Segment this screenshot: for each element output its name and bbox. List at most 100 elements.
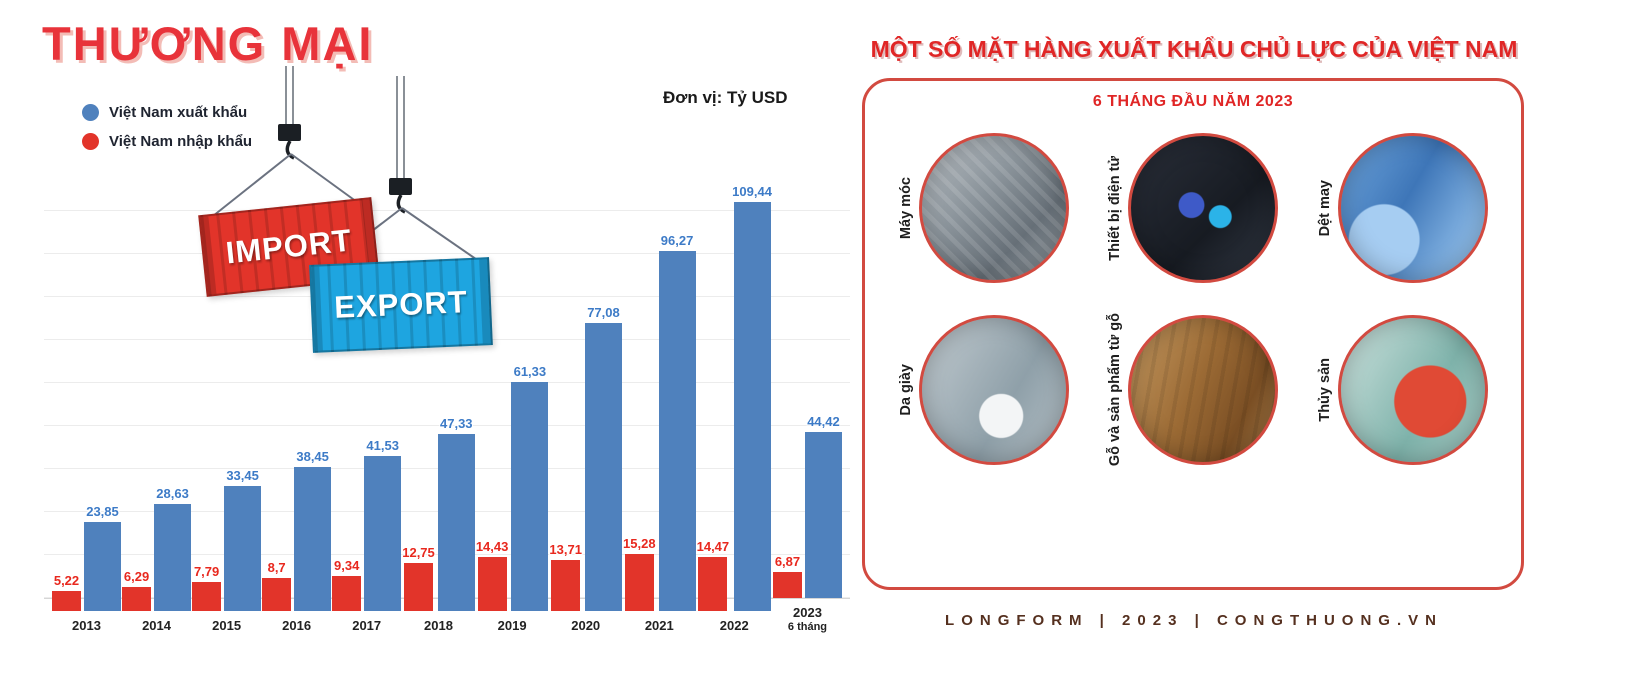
year-label-2021: 2021 [644, 618, 674, 634]
bar-import-rect [52, 591, 81, 612]
item-label-machinery: Máy móc [898, 176, 915, 240]
bar-export-rect [584, 323, 622, 612]
bar-import-rect [772, 572, 802, 598]
page-title: THƯƠNG MẠI [42, 17, 374, 70]
bar-value-label: 28,63 [156, 486, 189, 502]
item-label-wood-products: Gỗ và sản phẩm từ gỗ [1107, 313, 1124, 467]
bar-import-rect [262, 578, 292, 612]
year-group-2021: 15,28 96,27 2021 [623, 181, 696, 634]
import-bar-2014: 6,29 [122, 569, 152, 612]
import-bar-2020: 13,71 [549, 542, 582, 612]
bar-export-rect [224, 486, 262, 612]
year-label-2023: 2023 6 tháng [787, 605, 828, 633]
wood-products-photo [1128, 314, 1279, 465]
footer-credit: LONGFORM | 2023 | CONGTHUONG.VN [945, 612, 1443, 629]
year-group-2019: 14,43 61,33 2019 [476, 181, 549, 634]
year-group-2023: 6,87 44,42 2023 6 tháng [772, 168, 842, 634]
export-item-wood-products: Gỗ và sản phẩm từ gỗ [1088, 313, 1297, 466]
bar-value-label: 61,33 [513, 364, 547, 380]
textiles-photo [1337, 133, 1488, 283]
bar-import-rect [404, 563, 433, 612]
bar-import-rect [624, 554, 654, 612]
bar-value-label: 12,75 [402, 545, 435, 561]
bar-import-rect [698, 557, 728, 612]
key-exports-panel: 6 THÁNG ĐẦU NĂM 2023 Máy móc Thiết bị đi… [862, 78, 1524, 590]
bar-import-rect [192, 582, 222, 612]
seafood-photo [1337, 314, 1488, 465]
trade-chart-section: THƯƠNG MẠI Việt Nam xuất khẩu Việt Nam n… [42, 17, 850, 634]
export-bar-2020: 77,08 [584, 305, 622, 612]
year-label-2019: 2019 [497, 618, 527, 634]
bar-export-rect [804, 432, 842, 598]
export-container-label: EXPORT [333, 284, 469, 325]
year-label-2020: 2020 [571, 618, 601, 634]
panel-subtitle: 6 THÁNG ĐẦU NĂM 2023 [1092, 93, 1294, 110]
bar-value-label: 5,22 [53, 573, 80, 589]
bar-value-label: 77,08 [587, 305, 620, 321]
bar-value-label: 47,33 [440, 416, 473, 432]
export-bar-2016: 38,45 [294, 449, 332, 612]
bar-import-rect [477, 557, 507, 612]
year-note: 6 tháng [787, 620, 828, 633]
legend-import: Việt Nam nhập khẩu [82, 133, 252, 150]
bar-export-rect [364, 456, 402, 612]
item-label-seafood: Thủy sản [1316, 357, 1333, 422]
import-bar-2015: 7,79 [192, 564, 222, 612]
export-item-textiles: Dệt may [1298, 133, 1507, 283]
year-group-2022: 14,47 109,44 2022 [697, 181, 772, 634]
bar-value-label: 14,47 [696, 539, 730, 555]
year-group-2015: 7,79 33,45 2015 [192, 181, 262, 634]
import-bar-2016: 8,7 [262, 560, 292, 612]
bar-export-rect [437, 434, 475, 612]
import-bar-2017: 9,34 [332, 558, 362, 612]
chart-legend: Việt Nam xuất khẩu Việt Nam nhập khẩu [82, 104, 252, 162]
export-bar-2014: 28,63 [154, 486, 192, 612]
bar-export-rect [658, 251, 696, 612]
export-bar-2017: 41,53 [364, 438, 402, 612]
year-label-2016: 2016 [282, 618, 312, 634]
bar-export-rect [294, 467, 332, 612]
key-exports-section: MỘT SỐ MẶT HÀNG XUẤT KHẨU CHỦ LỰC CỦA VI… [858, 0, 1530, 700]
bar-value-label: 8,7 [267, 560, 286, 576]
bar-value-label: 15,28 [623, 536, 656, 552]
year-group-2018: 12,75 47,33 2018 [402, 181, 475, 634]
bar-value-label: 7,79 [193, 564, 220, 580]
bar-import-rect [332, 576, 362, 612]
bar-value-label: 44,42 [807, 414, 840, 429]
bar-value-label: 41,53 [366, 438, 399, 454]
import-bar-2019: 14,43 [475, 539, 509, 612]
footwear-photo [919, 314, 1070, 465]
year-label-2013: 2013 [72, 618, 101, 634]
bar-export-rect [84, 522, 121, 612]
year-label-2022: 2022 [719, 618, 749, 634]
year-label-2015: 2015 [212, 618, 242, 634]
bar-value-label: 14,43 [475, 539, 509, 555]
electronics-photo [1128, 133, 1279, 283]
item-label-textiles: Dệt may [1316, 179, 1333, 237]
bar-value-label: 9,34 [334, 558, 360, 574]
export-item-seafood: Thủy sản [1298, 313, 1507, 466]
year-group-2020: 13,71 77,08 2020 [549, 181, 622, 634]
import-legend-label: Việt Nam nhập khẩu [109, 133, 253, 150]
export-bar-2022: 109,44 [732, 184, 772, 612]
bar-import-rect [122, 587, 152, 612]
year-group-2013: 5,22 23,85 2013 [52, 181, 121, 634]
import-bar-2022: 14,47 [696, 539, 730, 612]
bar-value-label: 6,87 [774, 554, 801, 569]
export-bar-2013: 23,85 [84, 504, 121, 612]
trade-bar-chart: 5,22 23,85 2013 6,29 28,63 2014 7,79 33,45 2015 8… [44, 168, 850, 634]
export-item-electronics: Thiết bị điện tử [1088, 133, 1297, 283]
year-label-2014: 2014 [142, 618, 171, 634]
machinery-photo [919, 133, 1070, 283]
bar-value-label: 6,29 [123, 569, 150, 585]
import-bar-2013: 5,22 [52, 573, 81, 612]
import-legend-dot [82, 133, 99, 150]
export-items-grid: Máy móc Thiết bị điện tử Dệt may Da giày [865, 111, 1521, 466]
export-container-illustration: EXPORT [309, 257, 493, 353]
bar-export-rect [733, 202, 771, 612]
bar-value-label: 38,45 [296, 449, 329, 465]
item-label-electronics: Thiết bị điện tử [1107, 155, 1124, 261]
export-item-footwear: Da giày [879, 313, 1088, 466]
export-legend-label: Việt Nam xuất khẩu [109, 104, 248, 121]
